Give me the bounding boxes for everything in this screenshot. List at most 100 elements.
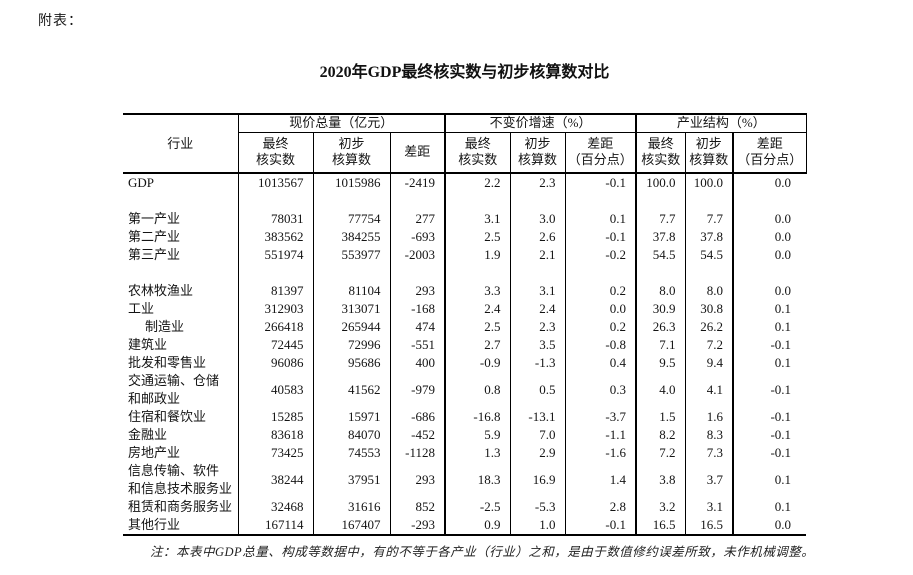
column-header-preliminary: 初步 核算数 bbox=[684, 132, 734, 174]
table-row: 第三产业 551974 553977 -2003 1.9 2.1 -0.2 54.5 54.5 0… bbox=[123, 246, 807, 264]
value-cell: 2.4 bbox=[509, 300, 565, 318]
value-cell: 8.0 bbox=[635, 282, 686, 300]
value-cell: -0.1 bbox=[564, 516, 637, 535]
value-cell: -0.1 bbox=[564, 173, 637, 192]
value-cell: 474 bbox=[389, 318, 445, 336]
appendix-prefix-label: 附表： bbox=[38, 14, 83, 29]
value-cell: 7.0 bbox=[509, 426, 565, 444]
value-cell: 7.7 bbox=[635, 210, 686, 228]
value-cell: 40583 bbox=[237, 372, 313, 408]
value-cell: 7.2 bbox=[684, 336, 734, 354]
table-row: GDP 1013567 1015986 -2419 2.2 2.3 -0.1 100.0 100… bbox=[123, 173, 807, 192]
industry-label: 交通运输、仓储 和邮政业 bbox=[128, 373, 220, 406]
value-cell: 3.1 bbox=[684, 498, 734, 516]
table-row: 住宿和餐饮业 15285 15971 -686 -16.8 -13.1 -3.7 1.5 1.6… bbox=[123, 408, 807, 426]
value-cell: -979 bbox=[389, 372, 445, 408]
table-row: 制造业 266418 265944 474 2.5 2.3 0.2 26.3 26.2 0.1 bbox=[123, 318, 807, 336]
column-header-gap-pct-points: 差距 （百分点） bbox=[732, 132, 807, 174]
value-cell: -0.1 bbox=[732, 444, 807, 462]
value-cell: 0.0 bbox=[732, 516, 807, 535]
value-cell: 167114 bbox=[237, 516, 313, 535]
value-cell bbox=[684, 264, 734, 282]
value-cell: 7.2 bbox=[635, 444, 686, 462]
value-cell bbox=[684, 192, 734, 210]
value-cell: 2.6 bbox=[509, 228, 565, 246]
value-cell: 0.1 bbox=[732, 498, 807, 516]
value-cell: 0.0 bbox=[732, 246, 807, 264]
table-row: 租赁和商务服务业 32468 31616 852 -2.5 -5.3 2.8 3.2 3.1 0.… bbox=[123, 498, 807, 516]
table-row: 信息传输、软件 和信息技术服务业 38244 37951 293 18.3 16.9 1.4… bbox=[123, 462, 807, 498]
value-cell: 31616 bbox=[312, 498, 390, 516]
value-cell: -0.9 bbox=[444, 354, 510, 372]
table-row: 批发和零售业 96086 95686 400 -0.9 -1.3 0.4 9.5 9.4 0.1 bbox=[123, 354, 807, 372]
industry-label bbox=[123, 192, 238, 210]
value-cell: 2.3 bbox=[509, 318, 565, 336]
industry-label: 批发和零售业 bbox=[128, 355, 207, 370]
value-cell bbox=[732, 192, 807, 210]
value-cell: 96086 bbox=[237, 354, 313, 372]
industry-label: GDP bbox=[128, 175, 155, 190]
group-header-constant-price-growth: 不变价增速（%） bbox=[443, 114, 637, 133]
value-cell bbox=[444, 192, 510, 210]
value-cell bbox=[635, 264, 686, 282]
value-cell: -1.1 bbox=[564, 426, 637, 444]
value-cell bbox=[564, 192, 637, 210]
gdp-comparison-table: 行业 现价总量（亿元） 不变价增速（%） 产业结构（%） 最终 核实数 初步 核… bbox=[123, 113, 807, 536]
value-cell: 16.5 bbox=[684, 516, 734, 535]
industry-label: 租赁和商务服务业 bbox=[128, 499, 233, 514]
table-body: GDP 1013567 1015986 -2419 2.2 2.3 -0.1 100.0 100… bbox=[123, 173, 807, 535]
value-cell: 0.2 bbox=[564, 318, 637, 336]
industry-label: 信息传输、软件 和信息技术服务业 bbox=[128, 463, 233, 496]
value-cell: 8.0 bbox=[684, 282, 734, 300]
value-cell: 8.2 bbox=[635, 426, 686, 444]
value-cell bbox=[389, 192, 445, 210]
table-row: 工业 312903 313071 -168 2.4 2.4 0.0 30.9 30.8 0.1 bbox=[123, 300, 807, 318]
value-cell: -168 bbox=[389, 300, 445, 318]
value-cell: 0.4 bbox=[564, 354, 637, 372]
value-cell: 78031 bbox=[237, 210, 313, 228]
value-cell: -452 bbox=[389, 426, 445, 444]
value-cell: -1128 bbox=[389, 444, 445, 462]
value-cell: 852 bbox=[389, 498, 445, 516]
value-cell: 100.0 bbox=[684, 173, 734, 192]
value-cell: 0.1 bbox=[732, 354, 807, 372]
column-header-gap: 差距 bbox=[389, 132, 445, 174]
value-cell: 1015986 bbox=[312, 173, 390, 192]
industry-label bbox=[123, 264, 238, 282]
value-cell: 74553 bbox=[312, 444, 390, 462]
value-cell: -0.1 bbox=[732, 336, 807, 354]
value-cell: 84070 bbox=[312, 426, 390, 444]
value-cell: 2.9 bbox=[509, 444, 565, 462]
value-cell: 9.4 bbox=[684, 354, 734, 372]
spacer-row bbox=[123, 192, 807, 210]
value-cell: -551 bbox=[389, 336, 445, 354]
value-cell: -5.3 bbox=[509, 498, 565, 516]
value-cell: 95686 bbox=[312, 354, 390, 372]
value-cell: 0.0 bbox=[732, 173, 807, 192]
table-row: 第二产业 383562 384255 -693 2.5 2.6 -0.1 37.8 37.8 0.… bbox=[123, 228, 807, 246]
value-cell: 16.5 bbox=[635, 516, 686, 535]
industry-label: 制造业 bbox=[145, 319, 185, 334]
value-cell: 293 bbox=[389, 282, 445, 300]
column-header-gap-pct-points: 差距 （百分点） bbox=[564, 132, 637, 174]
value-cell: 38244 bbox=[237, 462, 313, 498]
value-cell: 0.1 bbox=[732, 300, 807, 318]
industry-label: 住宿和餐饮业 bbox=[128, 409, 207, 424]
value-cell: 32468 bbox=[237, 498, 313, 516]
value-cell: 1.6 bbox=[684, 408, 734, 426]
value-cell: 1013567 bbox=[237, 173, 313, 192]
value-cell: -0.1 bbox=[732, 372, 807, 408]
value-cell: 2.8 bbox=[564, 498, 637, 516]
value-cell: 73425 bbox=[237, 444, 313, 462]
table-row: 房地产业 73425 74553 -1128 1.3 2.9 -1.6 7.2 7.3 -0.1 bbox=[123, 444, 807, 462]
value-cell: 37951 bbox=[312, 462, 390, 498]
value-cell bbox=[312, 264, 390, 282]
value-cell: 1.9 bbox=[444, 246, 510, 264]
industry-label: 建筑业 bbox=[128, 337, 168, 352]
value-cell: 3.8 bbox=[635, 462, 686, 498]
value-cell: 100.0 bbox=[635, 173, 686, 192]
table-row: 交通运输、仓储 和邮政业 40583 41562 -979 0.8 0.5 0.3 4.0 4.… bbox=[123, 372, 807, 408]
value-cell: -1.6 bbox=[564, 444, 637, 462]
value-cell: 3.7 bbox=[684, 462, 734, 498]
value-cell bbox=[509, 192, 565, 210]
